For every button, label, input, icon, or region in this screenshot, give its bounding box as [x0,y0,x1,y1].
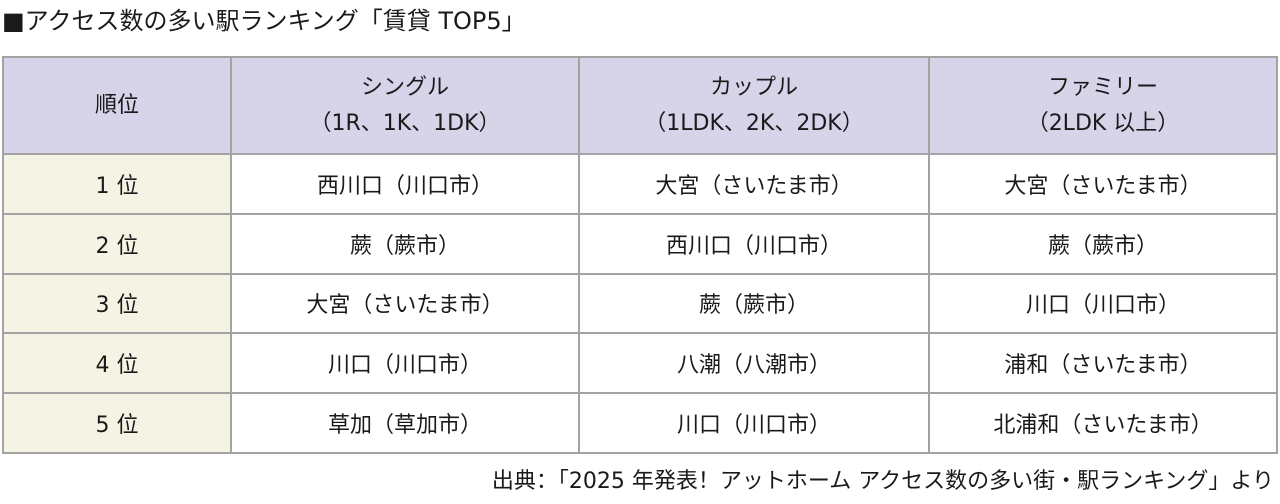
single-cell: 蕨（蕨市） [230,212,580,275]
table-row: 5 位 草加（草加市） 川口（川口市） 北浦和（さいたま市） [2,392,1278,454]
column-name: ファミリー [1047,74,1158,100]
rank-cell: 1 位 [2,153,232,215]
source-note: 出典：「2025 年発表！アットホーム アクセス数の多い街・駅ランキング」より [491,469,1274,494]
family-cell: 大宮（さいたま市） [928,153,1278,215]
couple-cell: 蕨（蕨市） [578,272,930,335]
column-subtitle: （1LDK、2K、2DK） [644,110,864,136]
family-cell: 蕨（蕨市） [928,212,1278,275]
couple-cell: 八潮（八潮市） [578,332,930,395]
single-cell: 大宮（さいたま市） [230,272,580,335]
family-cell: 北浦和（さいたま市） [928,392,1278,454]
page-title: ■アクセス数の多い駅ランキング「賃貸 TOP5」 [2,7,526,35]
column-subtitle: （1R、1K、1DK） [309,110,501,136]
single-header: シングル （1R、1K、1DK） [230,56,580,155]
single-cell: 西川口（川口市） [230,153,580,215]
table-row: 3 位 大宮（さいたま市） 蕨（蕨市） 川口（川口市） [2,272,1278,335]
couple-header: カップル （1LDK、2K、2DK） [578,56,930,155]
rank-cell: 5 位 [2,392,232,454]
single-cell: 草加（草加市） [230,392,580,454]
couple-cell: 大宮（さいたま市） [578,153,930,215]
couple-cell: 川口（川口市） [578,392,930,454]
rank-cell: 2 位 [2,212,232,275]
family-cell: 川口（川口市） [928,272,1278,335]
rank-cell: 4 位 [2,332,232,395]
table-row: 4 位 川口（川口市） 八潮（八潮市） 浦和（さいたま市） [2,332,1278,395]
table-row: 1 位 西川口（川口市） 大宮（さいたま市） 大宮（さいたま市） [2,153,1278,215]
couple-cell: 西川口（川口市） [578,212,930,275]
rank-header: 順位 [2,56,232,155]
rank-header-label: 順位 [94,92,139,118]
table-row: 2 位 蕨（蕨市） 西川口（川口市） 蕨（蕨市） [2,212,1278,275]
column-subtitle: （2LDK 以上） [1026,110,1180,136]
header-row: 順位 シングル （1R、1K、1DK） カップル （1LDK、2K、2DK） フ… [2,56,1278,155]
family-header: ファミリー （2LDK 以上） [928,56,1278,155]
column-name: カップル [709,74,798,100]
ranking-table: 順位 シングル （1R、1K、1DK） カップル （1LDK、2K、2DK） フ… [2,56,1278,454]
family-cell: 浦和（さいたま市） [928,332,1278,395]
column-name: シングル [360,74,449,100]
single-cell: 川口（川口市） [230,332,580,395]
rank-cell: 3 位 [2,272,232,335]
